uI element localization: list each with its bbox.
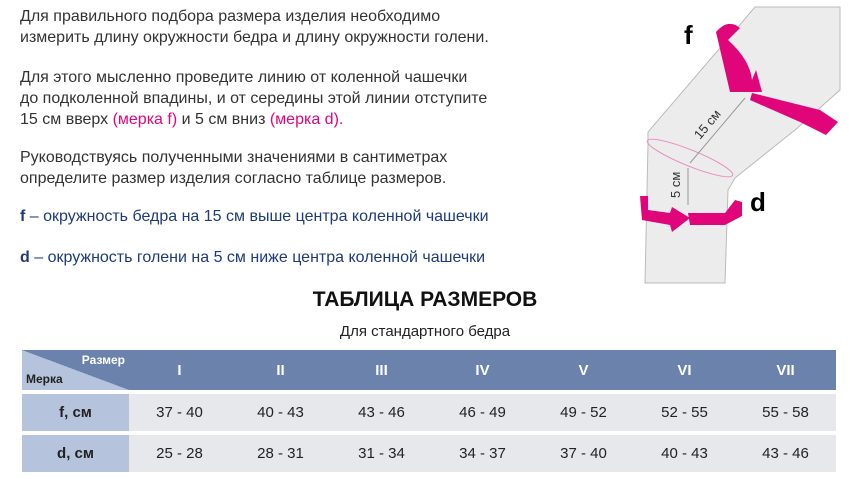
measure-d-ref: (мерка d). xyxy=(269,111,344,128)
table-cell: 40 - 43 xyxy=(634,435,735,472)
knee-line xyxy=(646,138,734,178)
measure-f-ref: (мерка f) xyxy=(112,111,178,128)
table-cell: 37 - 40 xyxy=(129,394,230,431)
table-row: d, см 25 - 28 28 - 31 31 - 34 34 - 37 37… xyxy=(22,435,836,472)
d-label: d xyxy=(750,187,766,217)
size-header: IV xyxy=(432,350,533,390)
size-table: Размер Мерка I II III IV V VI VII f, см 3… xyxy=(22,346,836,476)
corner-size-label: Размер xyxy=(81,353,125,367)
table-cell: 43 - 46 xyxy=(735,435,836,472)
text-line: измерить длину окружности бедра и длину … xyxy=(20,29,489,46)
f-definition: f – окружность бедра на 15 см выше центр… xyxy=(20,206,489,227)
text-line: 15 см вверх (мерка f) и 5 см вниз (мерка… xyxy=(20,109,487,130)
intro-paragraph-1: Для правильного подбора размера изделия … xyxy=(20,6,489,48)
size-header: II xyxy=(230,350,331,390)
row-label: f, см xyxy=(22,394,129,431)
table-cell: 40 - 43 xyxy=(230,394,331,431)
table-cell: 25 - 28 xyxy=(129,435,230,472)
row-label: d, см xyxy=(22,435,129,472)
text-line: до подколенной впадины, и от середины эт… xyxy=(20,90,488,107)
text: и 5 см вниз xyxy=(177,111,270,128)
f-arrow-icon xyxy=(716,23,838,135)
intro-paragraph-2: Для этого мысленно проведите линию от ко… xyxy=(20,67,487,130)
text-line: Для этого мысленно проведите линию от ко… xyxy=(20,69,468,86)
size-header: VI xyxy=(634,350,735,390)
table-cell: 49 - 52 xyxy=(533,394,634,431)
table-cell: 34 - 37 xyxy=(432,435,533,472)
text-line: Для правильного подбора размера изделия … xyxy=(20,8,441,25)
d-arrow-icon xyxy=(640,196,742,232)
text-line: определите размер изделия согласно табли… xyxy=(20,170,447,187)
intro-paragraph-3: Руководствуясь полученными значениями в … xyxy=(20,147,447,189)
table-cell: 46 - 49 xyxy=(432,394,533,431)
table-cell: 55 - 58 xyxy=(735,394,836,431)
size-header: V xyxy=(533,350,634,390)
table-cell: 52 - 55 xyxy=(634,394,735,431)
distance-5-label: 5 см xyxy=(668,172,683,198)
corner-cell: Размер Мерка xyxy=(22,350,129,390)
corner-measure-label: Мерка xyxy=(26,372,63,386)
arrow-15cm xyxy=(689,97,746,164)
text-line: Руководствуясь полученными значениями в … xyxy=(20,149,448,166)
table-cell: 31 - 34 xyxy=(331,435,432,472)
table-cell: 28 - 31 xyxy=(230,435,331,472)
d-text: – окружность голени на 5 см ниже центра … xyxy=(29,249,486,266)
text: 15 см вверх xyxy=(20,111,113,128)
d-definition: d – окружность голени на 5 см ниже центр… xyxy=(20,247,485,268)
leg-shape xyxy=(644,6,841,284)
size-header: III xyxy=(331,350,432,390)
table-title: ТАБЛИЦА РАЗМЕРОВ xyxy=(312,288,538,311)
size-header: VII xyxy=(735,350,836,390)
d-letter: d xyxy=(20,249,30,266)
size-header: I xyxy=(129,350,230,390)
table-cell: 43 - 46 xyxy=(331,394,432,431)
knee-diagram: f d 15 см 5 см xyxy=(640,6,841,284)
f-label: f xyxy=(684,20,693,50)
table-cell: 37 - 40 xyxy=(533,435,634,472)
header-row: Размер Мерка I II III IV V VI VII xyxy=(22,350,836,390)
table-row: f, см 37 - 40 40 - 43 43 - 46 46 - 49 49… xyxy=(22,394,836,431)
f-letter: f xyxy=(20,208,26,225)
f-text: – окружность бедра на 15 см выше центра … xyxy=(25,208,489,225)
table-subtitle: Для стандартного бедра xyxy=(339,323,511,340)
